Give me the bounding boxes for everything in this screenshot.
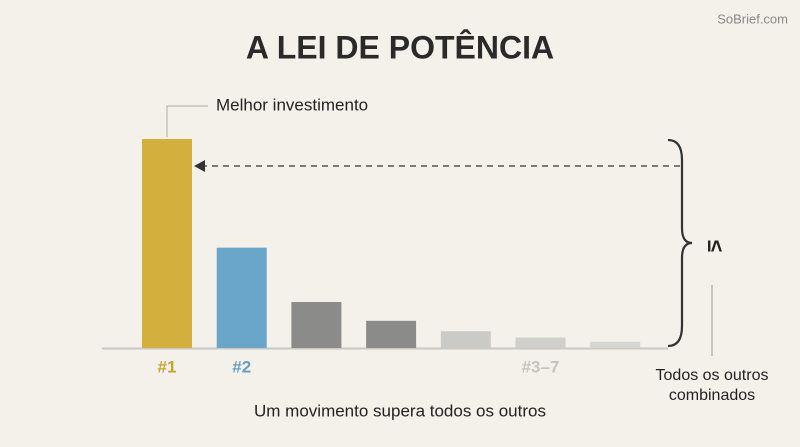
caption: Um movimento supera todos os outros [254,401,546,420]
bar [366,320,417,348]
symbol: ≤ [703,240,728,252]
annotation: Melhor investimento [216,95,368,114]
annotation-leader [166,105,208,137]
watermark: SoBrief.com [717,11,788,26]
chart-title: A LEI DE POTÊNCIA [246,29,554,65]
brace [667,138,693,348]
x-tick-label: #3–7 [522,357,560,376]
x-tick-label: #2 [232,357,251,376]
note: combinados [669,387,755,404]
arrow-head [194,160,205,172]
x-tick-label: #1 [158,357,177,376]
bar [142,139,192,348]
note: Todos os outros [656,367,769,384]
bar [216,247,267,348]
bar [515,337,566,348]
bar [291,302,342,348]
bar [440,331,491,348]
bar [590,341,641,348]
